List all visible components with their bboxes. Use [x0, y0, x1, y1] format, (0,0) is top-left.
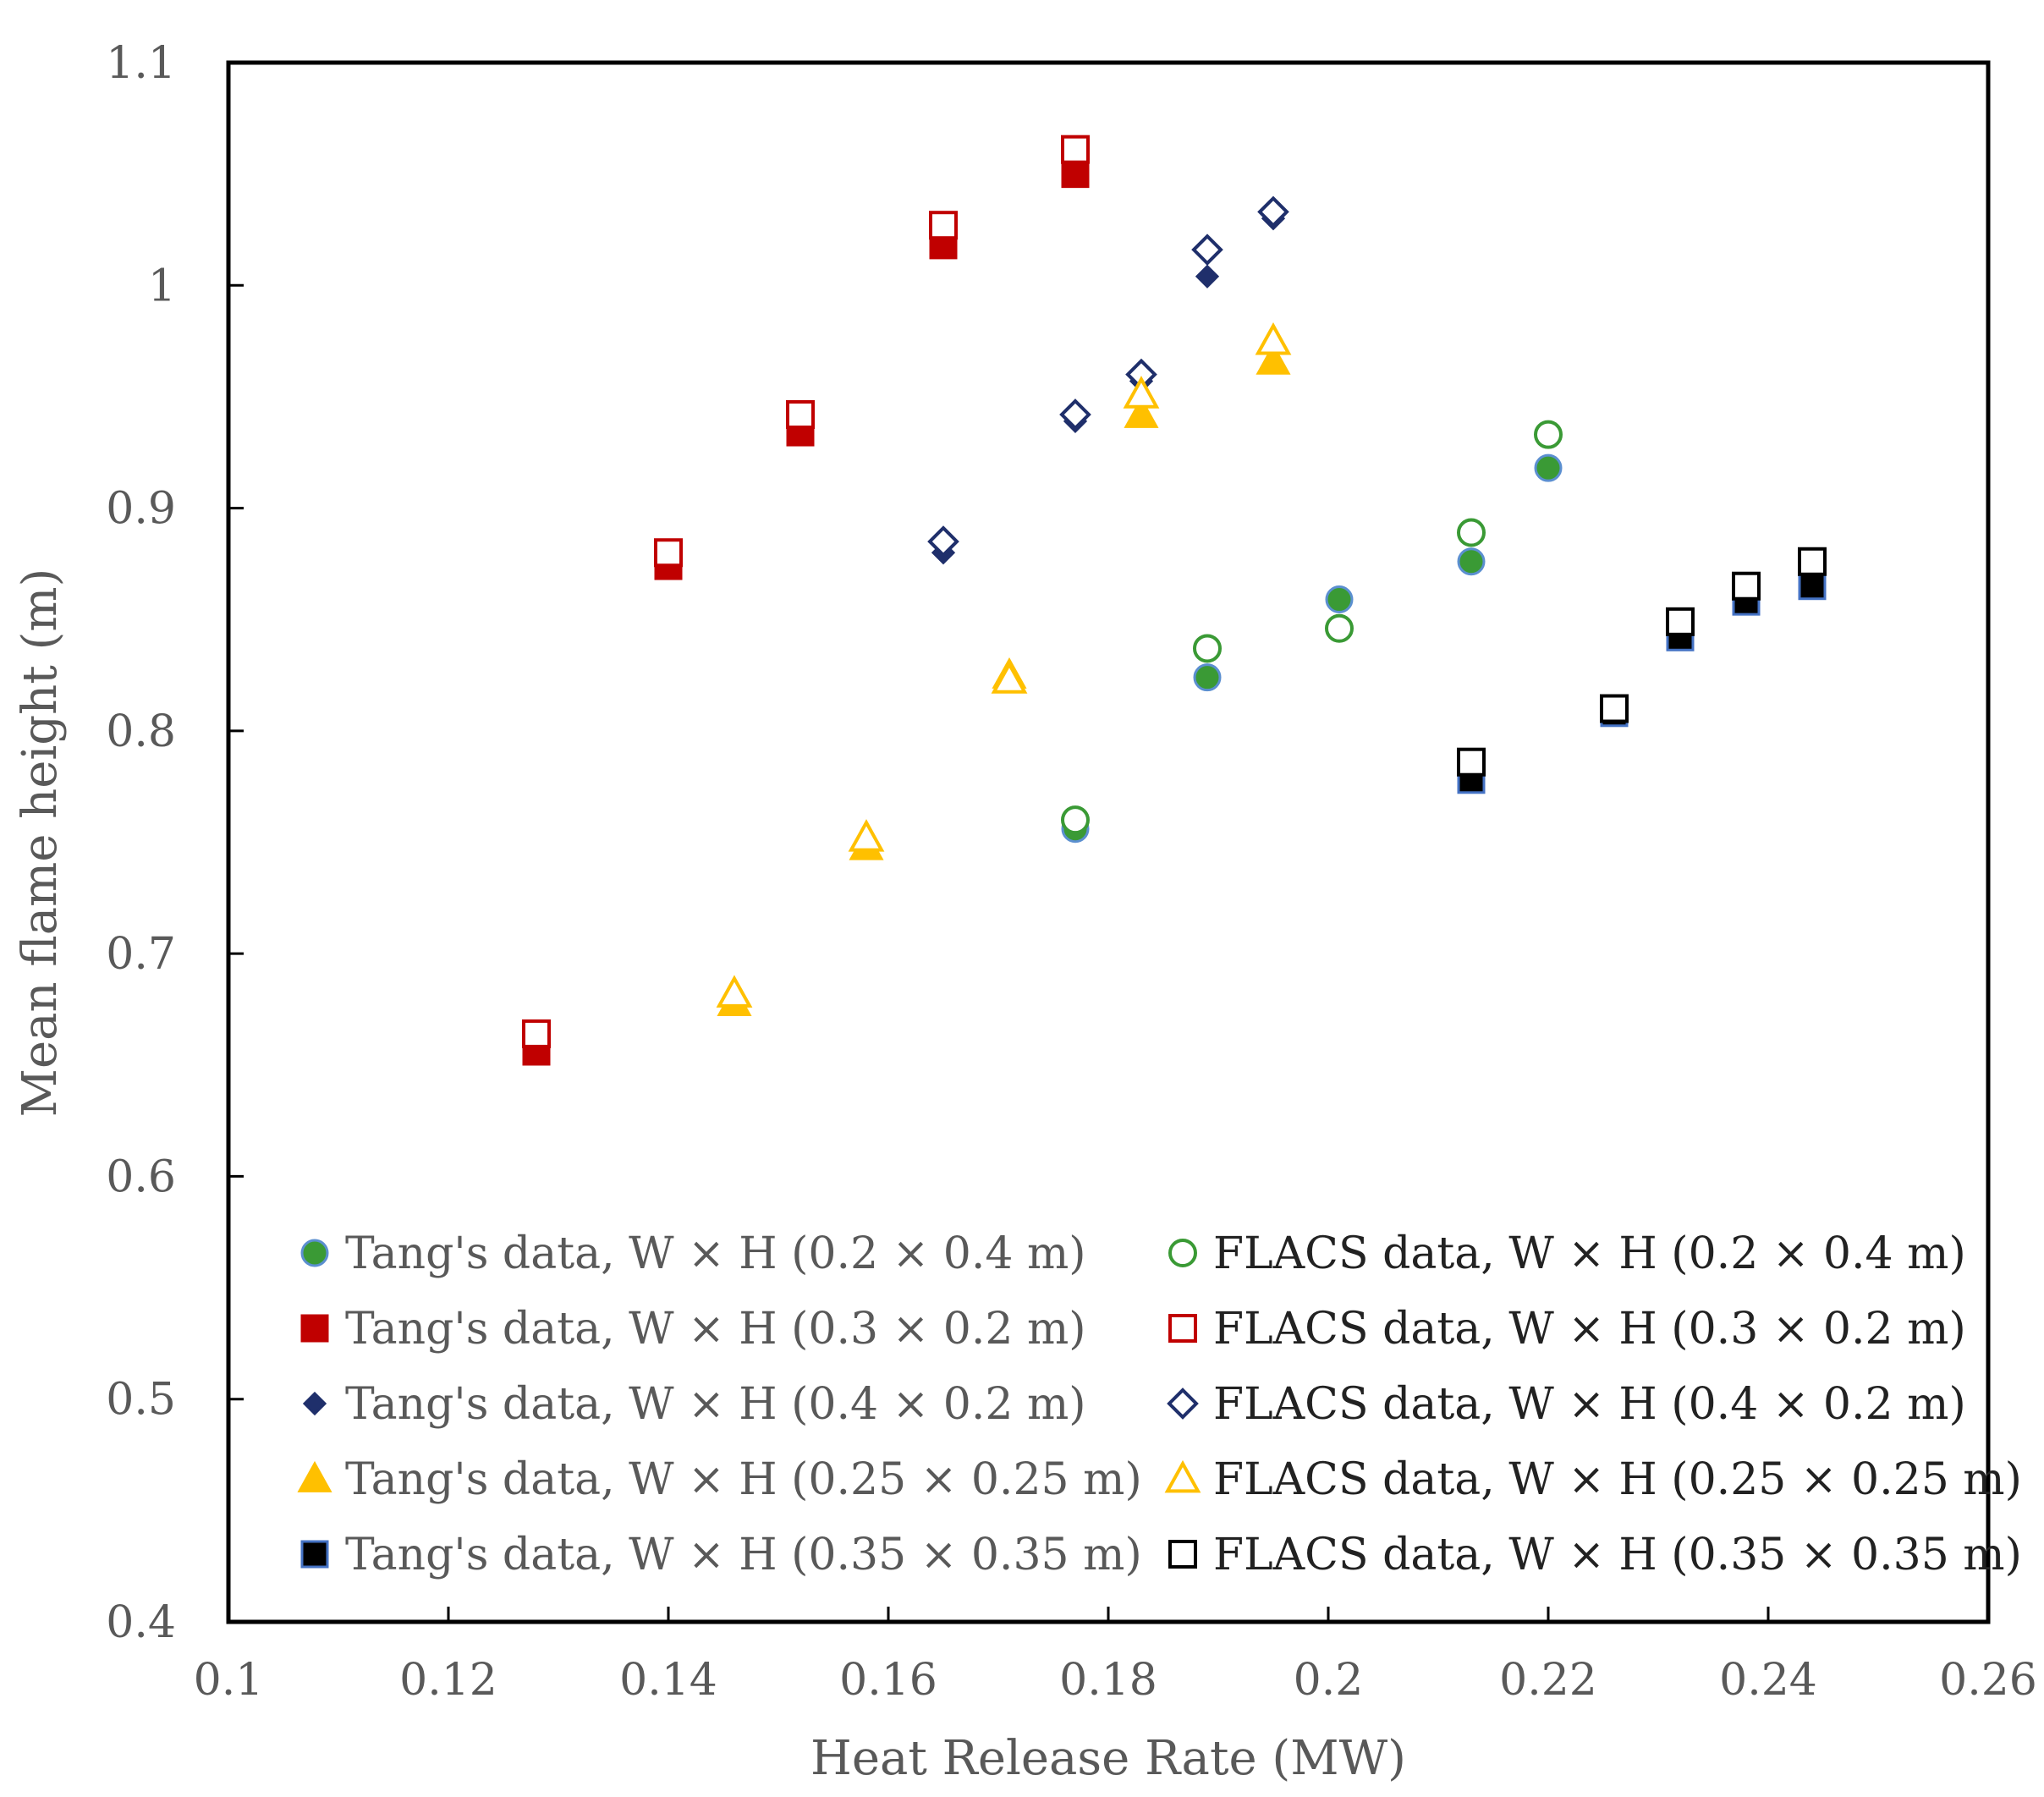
legend-entry: Tang's data, W × H (0.35 × 0.35 m)	[300, 1530, 1142, 1580]
data-point	[1257, 195, 1289, 228]
x-tick-label: 0.18	[1059, 1655, 1157, 1706]
legend-marker	[300, 1314, 329, 1343]
legend-label: Tang's data, W × H (0.3 × 0.2 m)	[345, 1304, 1086, 1355]
legend-label: FLACS data, W × H (0.35 × 0.35 m)	[1213, 1530, 2022, 1580]
legend-label: Tang's data, W × H (0.25 × 0.25 m)	[345, 1454, 1142, 1505]
data-point	[1061, 160, 1090, 189]
data-point	[929, 211, 958, 240]
legend-entry: FLACS data, W × H (0.3 × 0.2 m)	[1168, 1304, 1966, 1355]
x-tick-label: 0.2	[1294, 1655, 1364, 1706]
legend-entry: FLACS data, W × H (0.25 × 0.25 m)	[1164, 1454, 2022, 1505]
x-tick-label: 0.14	[619, 1655, 717, 1706]
data-point	[1798, 547, 1827, 576]
x-axis-title: Heat Release Rate (MW)	[810, 1731, 1406, 1786]
legend-marker	[297, 1460, 332, 1492]
data-point	[1534, 453, 1563, 482]
series-7	[927, 195, 1289, 558]
legend-entry: FLACS data, W × H (0.2 × 0.4 m)	[1168, 1228, 1966, 1279]
y-tick-label: 0.4	[106, 1597, 176, 1648]
data-point	[1191, 234, 1223, 266]
data-point	[1059, 398, 1091, 431]
legend-label: FLACS data, W × H (0.4 × 0.2 m)	[1213, 1379, 1966, 1430]
legend-marker	[300, 1239, 329, 1267]
legend-entry: Tang's data, W × H (0.2 × 0.4 m)	[300, 1228, 1086, 1279]
data-point	[1193, 663, 1222, 692]
series-9	[1457, 547, 1827, 777]
plot-area-frame	[226, 60, 1991, 1624]
legend-marker	[1168, 1239, 1197, 1267]
data-point	[654, 538, 683, 568]
series-6	[522, 135, 1090, 1048]
data-point	[1193, 634, 1222, 663]
legend-entry: Tang's data, W × H (0.4 × 0.2 m)	[302, 1379, 1086, 1430]
legend-label: Tang's data, W × H (0.4 × 0.2 m)	[345, 1379, 1086, 1430]
legend-marker	[302, 1391, 327, 1416]
legend-label: FLACS data, W × H (0.2 × 0.4 m)	[1213, 1228, 1966, 1279]
legend-label: FLACS data, W × H (0.3 × 0.2 m)	[1213, 1304, 1966, 1355]
data-point	[1457, 518, 1486, 547]
series-5	[1061, 420, 1563, 835]
series-8	[716, 321, 1292, 1008]
data-point	[1061, 135, 1090, 164]
data-point	[1534, 420, 1563, 449]
data-point	[1123, 376, 1160, 409]
legend-entry: FLACS data, W × H (0.4 × 0.2 m)	[1167, 1379, 1966, 1430]
legend-label: Tang's data, W × H (0.2 × 0.4 m)	[345, 1228, 1086, 1279]
data-point	[1124, 396, 1159, 428]
data-points	[522, 135, 1827, 1066]
legend-label: Tang's data, W × H (0.35 × 0.35 m)	[345, 1530, 1142, 1580]
data-point	[1457, 547, 1486, 576]
data-point	[1457, 747, 1486, 777]
data-point	[1255, 321, 1292, 355]
y-tick-label: 0.7	[106, 929, 176, 980]
data-point	[927, 525, 959, 558]
x-tick-label: 0.24	[1719, 1655, 1817, 1706]
tick-labels: 0.1 0.12 0.14 0.16 0.18 0.2 0.22 0.24 0.26 0.4 0.5…	[106, 38, 2037, 1706]
y-tick-label: 1	[148, 261, 176, 311]
y-tick-label: 0.9	[106, 484, 176, 535]
y-tick-label: 0.6	[106, 1151, 176, 1202]
legend-marker	[300, 1540, 329, 1569]
data-point	[1061, 805, 1090, 835]
x-tick-label: 0.1	[194, 1655, 264, 1706]
data-point	[1732, 571, 1761, 601]
y-tick-label: 1.1	[106, 38, 176, 89]
legend-entry: Tang's data, W × H (0.3 × 0.2 m)	[300, 1304, 1086, 1355]
legend-entry: FLACS data, W × H (0.35 × 0.35 m)	[1168, 1530, 2022, 1580]
legend: Tang's data, W × H (0.2 × 0.4 m) Tang's d…	[297, 1228, 2022, 1580]
legend-marker	[1168, 1540, 1197, 1569]
data-point	[1256, 343, 1291, 375]
legend-marker	[1164, 1459, 1201, 1493]
data-point	[522, 1019, 551, 1048]
legend-label: FLACS data, W × H (0.25 × 0.25 m)	[1213, 1454, 2022, 1505]
data-point	[848, 819, 885, 852]
data-point	[716, 975, 753, 1008]
y-axis-title: Mean flame height (m)	[13, 569, 68, 1118]
data-point	[991, 661, 1028, 694]
x-tick-label: 0.12	[399, 1655, 497, 1706]
legend-marker	[1167, 1388, 1199, 1420]
data-point	[1325, 613, 1354, 643]
legend-marker	[1168, 1314, 1197, 1343]
data-point	[1195, 264, 1220, 289]
legend-entry: Tang's data, W × H (0.25 × 0.25 m)	[297, 1454, 1142, 1505]
x-tick-label: 0.16	[839, 1655, 937, 1706]
data-point	[1600, 694, 1629, 723]
x-tick-label: 0.22	[1499, 1655, 1597, 1706]
data-point	[1798, 572, 1827, 601]
y-tick-label: 0.5	[106, 1375, 176, 1426]
y-tick-label: 0.8	[106, 706, 176, 757]
x-tick-label: 0.26	[1939, 1655, 2037, 1706]
data-point	[786, 399, 815, 429]
data-point	[1325, 585, 1354, 614]
data-point	[1666, 607, 1695, 636]
